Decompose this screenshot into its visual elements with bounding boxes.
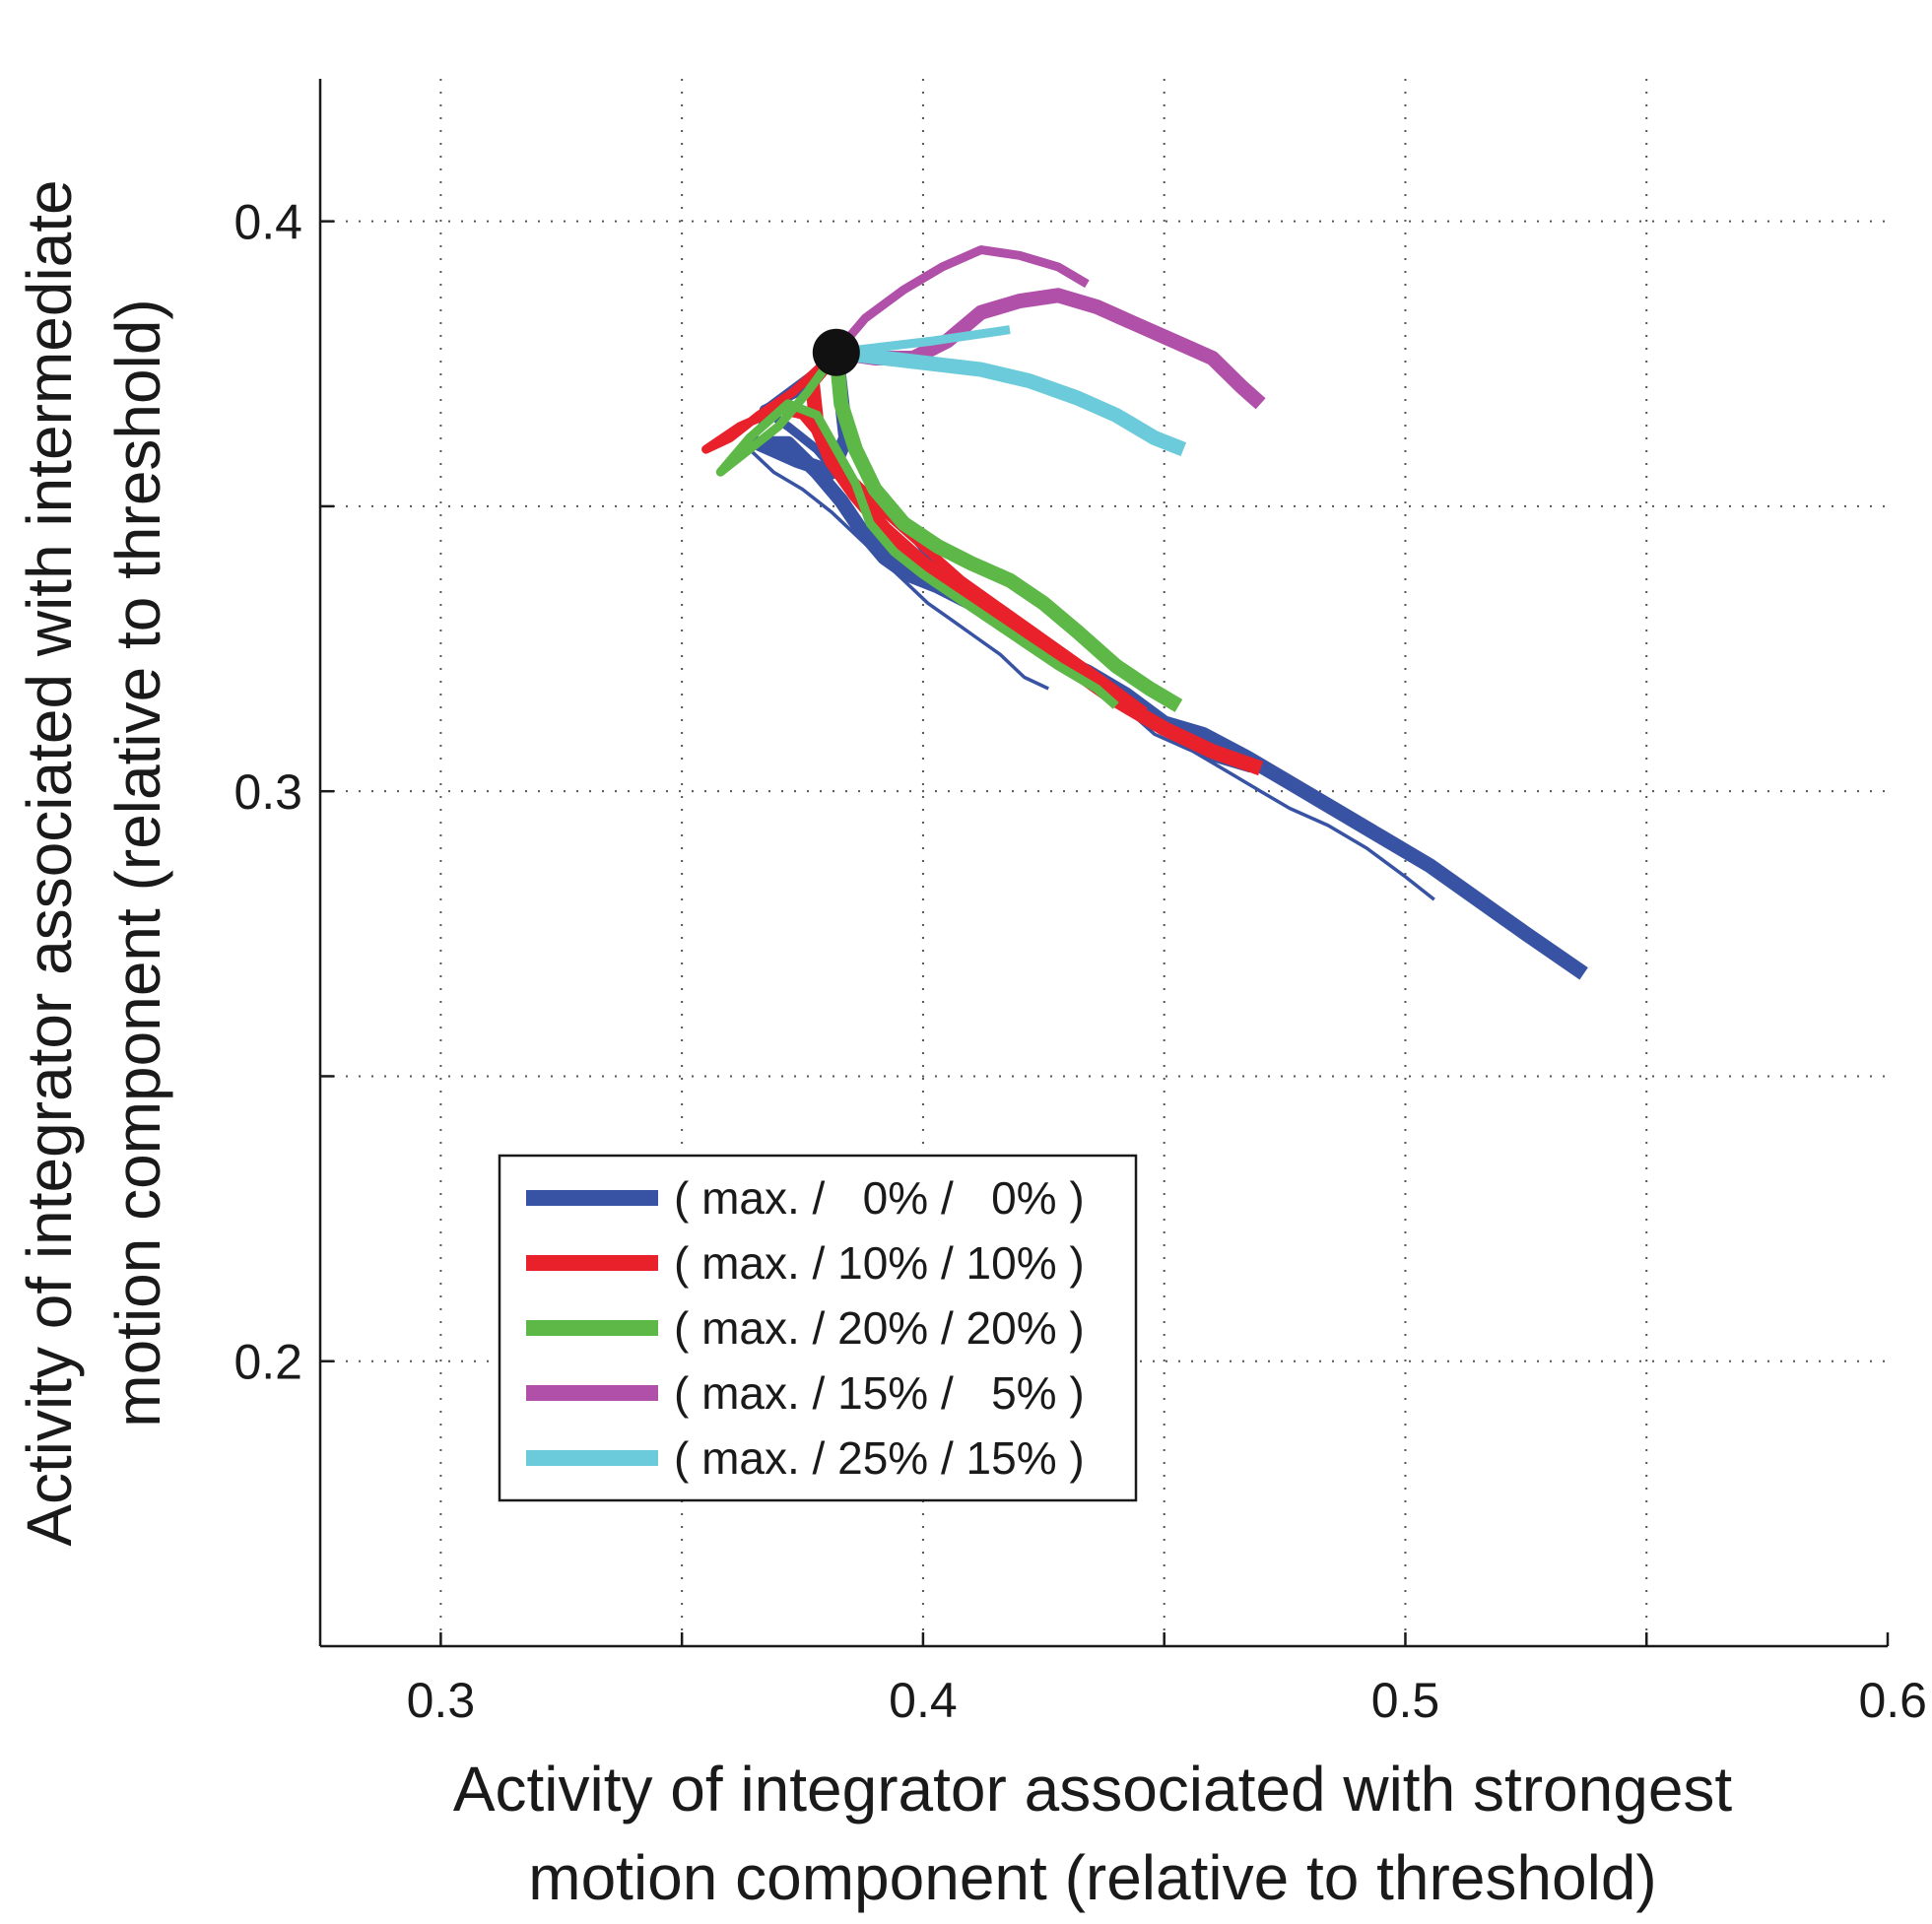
x-tick-label-1: 0.4 <box>889 1673 958 1728</box>
legend-label-2: ( max. / 20% / 20% ) <box>674 1302 1085 1354</box>
x-axis-label-line-1: Activity of integrator associated with s… <box>453 1754 1733 1824</box>
series-2-trace-1 <box>715 350 1119 709</box>
y-axis-label-line-1: Activity of integrator associated with i… <box>14 179 85 1546</box>
series-lines <box>701 245 1588 980</box>
x-tick-labels: 0.3 0.4 0.5 0.6 <box>407 1673 1927 1728</box>
x-tick-label-0: 0.3 <box>407 1673 476 1728</box>
y-axis-label-line-2: motion component (relative to threshold) <box>102 299 173 1426</box>
markers <box>812 328 860 376</box>
legend: ( max. / 0% / 0% ) ( max. / 10% / 10% ) ( … <box>498 1154 1138 1502</box>
series-3-trace-1 <box>833 245 1090 356</box>
series-1-trace-1 <box>701 349 1148 715</box>
y-tick-labels: 0.2 0.3 0.4 <box>233 195 302 1390</box>
y-tick-label-1: 0.3 <box>233 764 302 820</box>
series-2-trace-0 <box>829 351 1183 712</box>
series-4-trace-0 <box>834 345 1187 457</box>
start-point-marker <box>812 328 860 376</box>
series-4-trace-1 <box>835 325 1011 358</box>
x-axis-label-line-2: motion component (relative to threshold) <box>528 1842 1656 1913</box>
y-tick-label-0: 0.2 <box>233 1335 302 1390</box>
axes <box>318 79 1890 1648</box>
x-tick-label-2: 0.5 <box>1371 1673 1440 1728</box>
y-tick-label-2: 0.4 <box>233 195 302 250</box>
legend-label-4: ( max. / 25% / 15% ) <box>674 1432 1085 1484</box>
legend-label-3: ( max. / 15% / 5% ) <box>674 1367 1085 1419</box>
x-tick-label-3: 0.6 <box>1858 1673 1927 1728</box>
legend-label-0: ( max. / 0% / 0% ) <box>674 1172 1085 1224</box>
legend-label-1: ( max. / 10% / 10% ) <box>674 1237 1085 1289</box>
